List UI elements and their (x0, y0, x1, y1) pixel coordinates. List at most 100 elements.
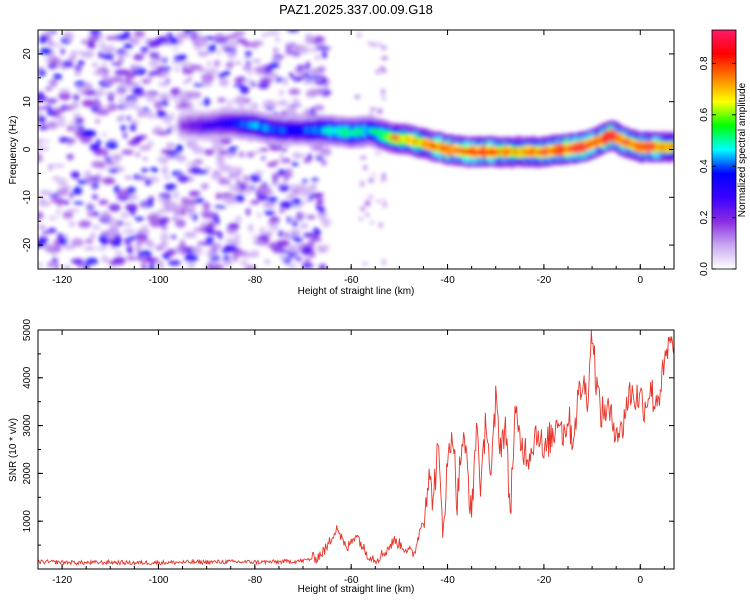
spectrogram-noise-blob (92, 224, 101, 230)
spectrogram-noise-blob (283, 232, 290, 238)
spectrogram-noise-blob (169, 235, 177, 239)
spectrogram-noise-blob (98, 87, 105, 97)
spectrogram-noise-blob (261, 156, 266, 161)
spectrogram-noise-blob (273, 47, 279, 54)
spectrogram-noise-blob (294, 257, 303, 261)
spectrogram-noise-blob (146, 141, 155, 146)
spectrogram-noise-blob (254, 65, 266, 75)
spectrogram-noise-blob (253, 239, 264, 245)
snr-x-axis-label: Height of straight line (km) (298, 584, 415, 595)
spectrogram-noise-blob (60, 47, 65, 55)
spectrogram-noise-blob (47, 261, 54, 268)
colorbar-ticks: 0.0 0.2 0.4 0.6 0.8 (699, 56, 736, 276)
spectrogram-noise-blob (126, 186, 136, 194)
spectrogram-noise-blob (213, 59, 221, 68)
spectrogram-noise-blob (58, 88, 71, 94)
spectrogram-noise-blob (279, 200, 293, 209)
spectrogram-noise-blob (311, 177, 319, 182)
spectrogram-noise-blob (287, 170, 293, 176)
spectrogram-noise-blob (285, 43, 292, 49)
spectrogram-noise-blob (364, 200, 371, 207)
spectrogram-noise-blob (300, 187, 312, 196)
spectrogram-noise-blob (381, 95, 386, 101)
spectrogram-noise-blob (218, 78, 230, 87)
spectrogram-noise-blob (222, 255, 231, 262)
spectrogram-noise-blob (72, 186, 83, 196)
spectrogram-noise-blob (252, 59, 262, 63)
spectrogram-noise-blob (187, 77, 193, 82)
spectrogram-peak (620, 140, 631, 145)
spectrogram-noise-blob (55, 209, 62, 215)
spectrogram-noise-blob (196, 169, 208, 175)
spectrogram-noise-blob (133, 53, 144, 61)
spectrogram-noise-blob (127, 38, 135, 42)
spectrogram-noise-blob (67, 208, 80, 213)
spectrogram-noise-blob (69, 50, 83, 55)
spectrogram-noise-blob (323, 84, 330, 89)
spectrogram-noise-blob (308, 75, 321, 79)
spectrogram-noise-blob (222, 260, 233, 266)
spectrogram-noise-blob (133, 30, 145, 38)
spectrogram-noise-blob (216, 158, 226, 166)
spectrogram-noise-blob (70, 171, 81, 179)
spectrogram-noise-blob (266, 230, 273, 237)
spectrogram-noise-blob (206, 249, 218, 258)
spectrogram-noise-blob (84, 89, 97, 96)
spectrogram-noise-blob (276, 101, 289, 107)
spectrogram-noise-blob (257, 81, 270, 90)
spectrogram-peak (452, 148, 463, 154)
colorbar-tick-label: 0.4 (699, 159, 710, 173)
spectrogram-noise-blob (217, 263, 224, 269)
spectrogram-noise-blob (187, 262, 196, 269)
spectrogram-noise-blob (149, 51, 156, 60)
spectrogram-noise-blob (308, 239, 315, 248)
spectrogram-noise-blob (285, 195, 296, 199)
spectrogram-noise-blob (49, 43, 63, 48)
spectrogram-noise-blob (275, 77, 284, 83)
spectrogram-peak (644, 144, 655, 149)
spectrogram-noise-blob (177, 175, 190, 183)
spectrogram-noise-blob (131, 86, 144, 95)
spectrogram-noise-blob (232, 97, 245, 103)
spectrogram-noise-blob (322, 221, 330, 228)
spectrogram-blobs (38, 30, 674, 269)
spectrogram-noise-blob (38, 153, 42, 162)
spectrogram-noise-blob (118, 114, 126, 122)
spectrogram-noise-blob (316, 46, 331, 51)
spectrogram-noise-blob (74, 117, 84, 125)
spectrogram-noise-blob (225, 152, 234, 159)
spectrogram-noise-blob (121, 149, 134, 155)
spectrogram-noise-blob (147, 72, 155, 77)
spectrogram-noise-blob (318, 264, 327, 269)
spectrogram-noise-blob (120, 212, 130, 219)
spectrogram-noise-blob (38, 262, 43, 268)
spectrogram-noise-blob (51, 163, 66, 168)
spectrogram-noise-blob (169, 37, 179, 42)
spectrogram-noise-blob (274, 36, 281, 43)
spectrogram-noise-blob (45, 139, 50, 144)
spectrogram-noise-blob (382, 203, 388, 208)
spectrogram-noise-blob (106, 104, 113, 109)
spectrogram-noise-blob (180, 61, 192, 67)
spectrogram-noise-blob (239, 260, 249, 266)
spectrogram-noise-blob (184, 253, 199, 263)
spectrogram-noise-blob (133, 245, 143, 250)
spectrogram-y-tick-label: 20 (22, 48, 33, 60)
spectrogram-noise-blob (188, 30, 203, 33)
spectrogram-noise-blob (179, 239, 186, 249)
spectrogram-noise-blob (372, 42, 376, 48)
spectrogram-noise-blob (82, 83, 91, 89)
spectrogram-noise-blob (231, 253, 239, 262)
spectrogram-noise-blob (62, 211, 74, 219)
spectrogram-noise-blob (127, 85, 133, 91)
spectrogram-noise-blob (146, 214, 159, 222)
spectrogram-noise-blob (317, 65, 326, 74)
spectrogram-noise-blob (47, 62, 58, 70)
spectrogram-noise-blob (289, 187, 294, 196)
spectrogram-noise-blob (158, 81, 170, 87)
spectrogram-noise-blob (101, 45, 116, 54)
spectrogram-noise-blob (193, 35, 206, 45)
spectrogram-noise-blob (122, 222, 132, 227)
spectrogram-noise-blob (155, 52, 160, 61)
spectrogram-noise-blob (308, 251, 316, 258)
